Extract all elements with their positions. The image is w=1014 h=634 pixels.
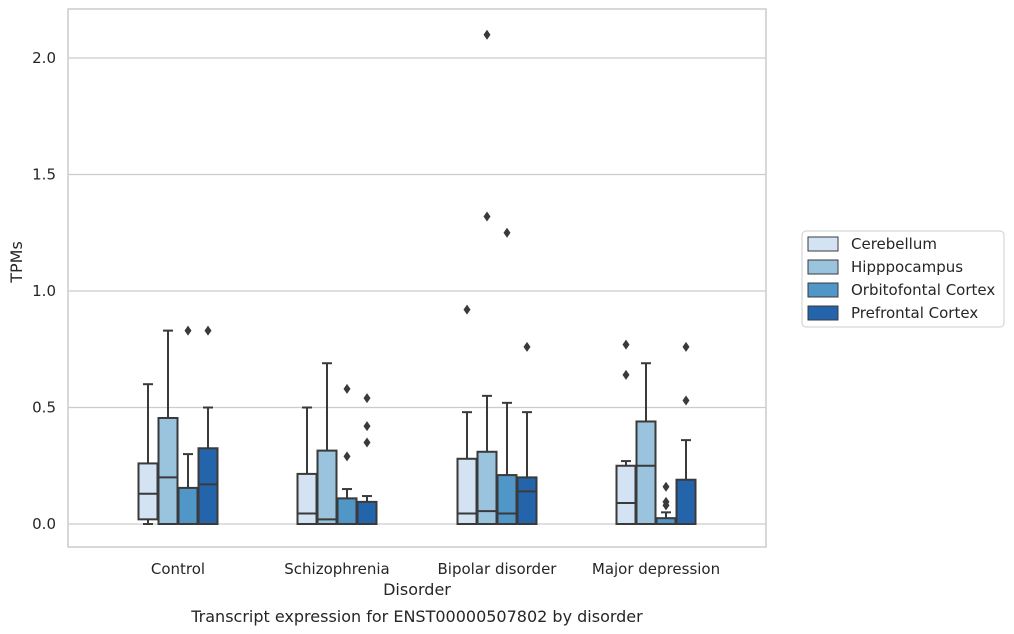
- outlier-point: [343, 451, 351, 462]
- legend-label: Orbitofontal Cortex: [851, 281, 995, 299]
- x-axis-label: Disorder: [383, 580, 451, 599]
- box: [675, 478, 697, 526]
- box-group: [197, 325, 219, 525]
- box: [615, 464, 637, 525]
- box: [336, 497, 358, 525]
- outlier-point: [503, 227, 511, 238]
- legend-swatch: [807, 236, 839, 252]
- outlier-point: [363, 437, 371, 448]
- box-group: [157, 329, 179, 525]
- figure-caption: Transcript expression for ENST0000050780…: [190, 607, 643, 626]
- box: [356, 500, 378, 525]
- box-group: [456, 304, 478, 526]
- box: [296, 472, 318, 525]
- y-tick-label: 0.5: [32, 399, 56, 417]
- legend-label: Hipppocampus: [851, 258, 963, 276]
- box-group: [336, 383, 358, 525]
- box: [476, 450, 498, 525]
- box: [157, 416, 179, 525]
- outlier-point: [682, 395, 690, 406]
- y-tick-label: 1.0: [32, 282, 56, 300]
- box-group: [675, 341, 697, 526]
- outlier-point: [483, 211, 491, 222]
- legend-swatch: [807, 305, 839, 321]
- box-group: [356, 393, 378, 525]
- legend: Cerebellum Hipppocampus Orbitofontal Corte…: [801, 230, 1005, 328]
- outlier-point: [662, 496, 670, 507]
- box: [316, 449, 338, 526]
- box-group: [476, 29, 498, 525]
- x-tick-label: Control: [151, 560, 205, 578]
- outlier-point: [343, 383, 351, 394]
- y-tick-label: 1.5: [32, 166, 56, 184]
- box: [516, 476, 538, 525]
- y-axis-label: TPMs: [7, 241, 26, 284]
- box: [137, 462, 159, 521]
- y-ticks: 0.0 0.5 1.0 1.5 2.0: [32, 49, 56, 533]
- legend-frame: [801, 230, 1005, 328]
- outlier-point: [662, 481, 670, 492]
- box-group: [296, 406, 318, 525]
- x-tick-label: Major depression: [592, 560, 720, 578]
- y-tick-label: 2.0: [32, 49, 56, 67]
- x-tick-label: Schizophrenia: [284, 560, 389, 578]
- box-group: [316, 362, 338, 526]
- box-group: [177, 325, 199, 526]
- outlier-point: [363, 393, 371, 404]
- plot-boxes: [137, 29, 697, 526]
- x-tick-label: Bipolar disorder: [438, 560, 558, 578]
- outlier-point: [204, 325, 212, 336]
- outlier-point: [483, 29, 491, 40]
- outlier-point: [463, 304, 471, 315]
- legend-swatch: [807, 259, 839, 275]
- box: [197, 447, 219, 525]
- outlier-point: [682, 341, 690, 352]
- box-group: [496, 227, 518, 526]
- outlier-point: [184, 325, 192, 336]
- outlier-point: [363, 421, 371, 432]
- box: [496, 474, 518, 526]
- box: [177, 486, 199, 526]
- y-tick-label: 0.0: [32, 515, 56, 533]
- outlier-point: [523, 341, 531, 352]
- outlier-point: [622, 339, 630, 350]
- box-group: [516, 341, 538, 525]
- legend-swatch: [807, 282, 839, 298]
- box-group: [635, 362, 657, 526]
- plot-frame: [67, 8, 767, 548]
- legend-label: Cerebellum: [851, 235, 937, 253]
- box: [635, 420, 657, 526]
- outlier-point: [622, 369, 630, 380]
- legend-label: Prefrontal Cortex: [851, 304, 978, 322]
- box-group: [615, 339, 637, 525]
- x-ticks: Control Schizophrenia Bipolar disorder Majo…: [151, 560, 720, 578]
- box-group: [137, 383, 159, 525]
- box-group: [655, 481, 677, 525]
